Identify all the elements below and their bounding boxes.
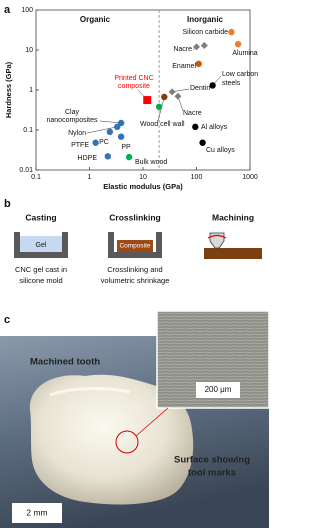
x-tick-label: 10 bbox=[139, 174, 147, 181]
annotation: Nacre bbox=[183, 110, 202, 117]
step-title: Crosslinking bbox=[109, 212, 160, 222]
inner-label: Gel bbox=[36, 242, 47, 249]
y-tick-label: 10 bbox=[25, 47, 33, 54]
mold bbox=[108, 232, 162, 258]
step-caption: silicone mold bbox=[19, 276, 62, 285]
leader-line bbox=[86, 126, 118, 134]
crosslinking-icon: Composite bbox=[108, 232, 162, 258]
annotation: HDPE bbox=[78, 155, 98, 162]
photo-scale: 2 mm bbox=[26, 507, 47, 517]
scale-box bbox=[196, 382, 240, 398]
annotation: Nylon bbox=[68, 130, 86, 137]
page: Printed CNC composite figure html, body … bbox=[0, 3, 269, 528]
tooth-highlight bbox=[49, 386, 131, 397]
tool-spin bbox=[207, 234, 227, 239]
panel-label: c bbox=[4, 314, 10, 326]
figure: a b c Gel Composite Casting Crosslinking… bbox=[0, 4, 269, 528]
point bbox=[209, 82, 216, 89]
annotation: Silicon carbide bbox=[182, 29, 228, 36]
annotation: PP bbox=[121, 144, 131, 151]
y-axis-title: Hardness (GPa) bbox=[4, 61, 13, 118]
point bbox=[117, 119, 125, 127]
point bbox=[106, 128, 114, 136]
point bbox=[168, 88, 176, 96]
point bbox=[114, 123, 121, 131]
annotation: steels bbox=[222, 80, 241, 87]
y-tick-label: 0.1 bbox=[23, 127, 33, 134]
callout-text: tool marks bbox=[188, 468, 236, 479]
inner-label: Composite bbox=[119, 243, 150, 250]
annotation: Organic bbox=[80, 15, 111, 24]
machining-icon bbox=[204, 232, 262, 259]
x-tick-label: 0.1 bbox=[31, 174, 41, 181]
point bbox=[104, 153, 112, 160]
tooth bbox=[29, 374, 194, 505]
point bbox=[234, 40, 242, 48]
point bbox=[192, 123, 199, 131]
scale-box bbox=[12, 503, 62, 523]
workpiece bbox=[204, 248, 262, 259]
leader-line bbox=[99, 120, 122, 124]
annotation: nanocomposites bbox=[47, 117, 98, 124]
point bbox=[92, 139, 99, 146]
annotation: Wood cell wall bbox=[140, 121, 185, 128]
annotation: Bulk wood bbox=[135, 159, 167, 166]
annotation: Clay bbox=[65, 109, 80, 116]
annotation: Alumina bbox=[232, 50, 257, 57]
annotation: Low carbon bbox=[222, 71, 258, 78]
annotation: Al alloys bbox=[201, 124, 228, 131]
casting-icon: Gel bbox=[14, 232, 68, 258]
point bbox=[117, 133, 125, 140]
x-axis-title: Elastic modulus (GPa) bbox=[103, 182, 183, 191]
point bbox=[200, 41, 208, 49]
annotation: Enamel bbox=[172, 63, 196, 70]
point bbox=[228, 28, 235, 36]
annotation: Nacre bbox=[173, 46, 192, 53]
step-caption: Crosslinking and bbox=[107, 265, 162, 274]
gel bbox=[20, 236, 62, 252]
x-tick-label: 1 bbox=[88, 174, 92, 181]
point bbox=[174, 92, 182, 100]
tool bbox=[209, 232, 225, 249]
body: {"panel_labels": ["a", "b", "c"], "chart… bbox=[0, 3, 269, 528]
annotation: Dentin bbox=[190, 85, 210, 92]
step-caption: CNC gel cast in bbox=[15, 265, 67, 274]
step-caption: volumetric shrinkage bbox=[101, 276, 170, 285]
composite bbox=[117, 240, 153, 252]
step-title: Machining bbox=[212, 212, 254, 222]
annotation: PC bbox=[99, 139, 109, 146]
y-tick-label: 0.01 bbox=[19, 167, 33, 174]
point bbox=[161, 93, 168, 101]
inset-scale: 200 μm bbox=[205, 385, 232, 394]
photo-title: Machined tooth bbox=[30, 357, 100, 368]
annotation: PTFE bbox=[71, 142, 89, 149]
annotation: Cu alloys bbox=[206, 147, 235, 154]
x-tick-label: 100 bbox=[191, 174, 203, 181]
callout-line bbox=[135, 407, 169, 437]
point bbox=[125, 153, 133, 161]
callout-text: Surface showing bbox=[174, 455, 250, 466]
point bbox=[143, 96, 152, 105]
y-tick-label: 1 bbox=[29, 87, 33, 94]
annotation: Printed CNC bbox=[114, 75, 153, 82]
point bbox=[195, 60, 202, 68]
step-title: Casting bbox=[25, 212, 56, 222]
annotation: composite bbox=[118, 83, 150, 90]
mold bbox=[14, 232, 68, 258]
annotation: Inorganic bbox=[187, 15, 224, 24]
panel-label: b bbox=[4, 198, 11, 210]
point bbox=[199, 139, 206, 146]
x-tick-label: 1000 bbox=[242, 174, 258, 181]
callout-circle bbox=[115, 430, 139, 454]
y-tick-label: 100 bbox=[21, 7, 33, 14]
point bbox=[155, 103, 163, 111]
point bbox=[193, 43, 200, 51]
panel-label: a bbox=[4, 4, 11, 16]
